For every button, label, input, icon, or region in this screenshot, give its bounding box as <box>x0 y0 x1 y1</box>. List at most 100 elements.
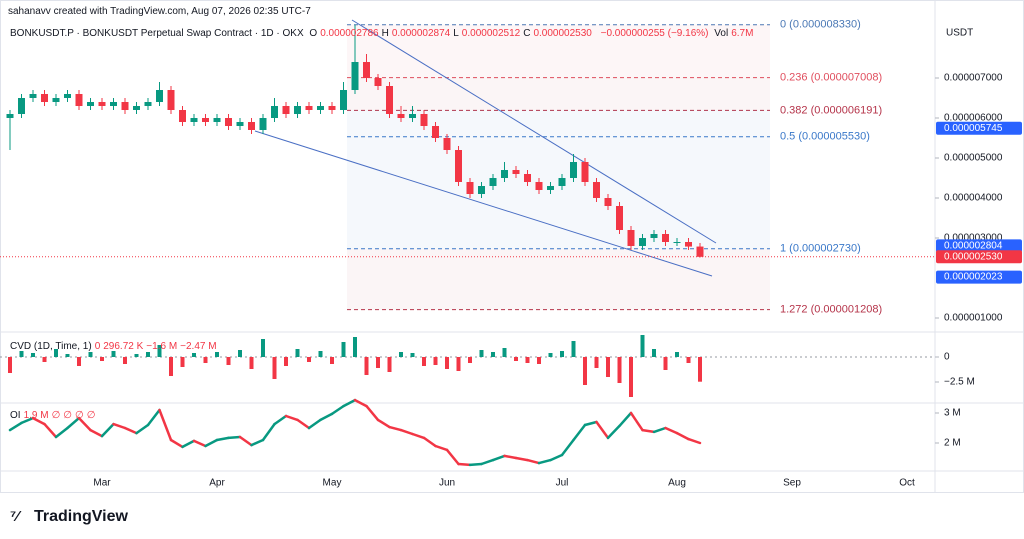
candle-body <box>305 106 313 110</box>
oi-segment <box>89 428 104 438</box>
candle-body <box>673 242 681 243</box>
candle-body <box>639 238 646 246</box>
cvd-bar <box>652 349 656 357</box>
candle-body <box>593 182 600 198</box>
cvd-bar <box>422 357 426 366</box>
oi-segment <box>606 424 621 440</box>
oi-segment <box>330 404 345 416</box>
cvd-bar <box>606 357 610 377</box>
ohlc-value: 0.000002874 <box>391 28 451 39</box>
cvd-values: 0 296.72 K −1.6 M −2.47 M <box>95 341 220 352</box>
ohlc-value: 0.000002530 <box>533 28 592 39</box>
oi-segment <box>66 416 81 430</box>
candle-body <box>340 90 347 110</box>
cvd-bar <box>353 337 357 357</box>
fib-zone <box>347 77 770 111</box>
fib-label: 1.272 (0.000001208) <box>780 304 882 316</box>
legend-value: ∅ <box>86 410 96 421</box>
candle-body <box>524 174 531 182</box>
cvd-bar <box>433 357 438 365</box>
cvd-bar <box>77 357 81 366</box>
cvd-bar <box>502 348 507 357</box>
oi-segment <box>31 416 46 426</box>
cvd-bar <box>525 357 530 363</box>
credit: sahanavv created with TradingView.com, A… <box>8 6 311 17</box>
candle-body <box>443 138 451 150</box>
candle-body <box>179 110 186 122</box>
oi-segment <box>238 435 253 447</box>
candle-body <box>466 182 474 194</box>
candle-body <box>351 62 359 90</box>
y-tick-label: 0.000001000 <box>944 313 1003 324</box>
oi-segment <box>77 416 92 432</box>
cvd-bar <box>341 342 346 357</box>
cvd-bar <box>157 345 162 357</box>
oi-segment <box>399 428 414 436</box>
cvd-bar <box>65 354 70 357</box>
candle-body <box>374 78 382 86</box>
x-tick-label: May <box>323 478 342 489</box>
oi-segment <box>100 422 115 438</box>
cvd-bar <box>399 352 403 357</box>
y-tick-label: 0.000004000 <box>944 193 1003 204</box>
candle-body <box>662 234 669 242</box>
candle-body <box>110 102 117 106</box>
cvd-bar <box>410 353 415 357</box>
cvd-bar <box>617 357 622 383</box>
cvd-bar <box>295 349 300 357</box>
candle-body <box>616 206 623 230</box>
candle-body <box>432 126 439 138</box>
oi-segment <box>583 420 598 427</box>
fib-zone <box>347 136 770 249</box>
cvd-bar <box>146 352 150 357</box>
oi-segment <box>526 458 541 465</box>
oi-segment <box>365 404 380 422</box>
oi-segment <box>503 454 518 460</box>
oi-segment <box>112 422 127 430</box>
candle-body <box>397 114 405 118</box>
cvd-bar <box>203 357 208 363</box>
x-tick-label: Jun <box>439 478 455 489</box>
candle-body <box>202 118 209 122</box>
x-tick-label: Apr <box>209 478 225 489</box>
ohlc: O 0.000002786 H 0.000002874 L 0.000002512 C 0.0… <box>309 28 594 39</box>
price-badge <box>936 250 1022 264</box>
trendline <box>254 130 713 277</box>
legend-value: ∅ <box>75 410 84 421</box>
fib-label: 0.5 (0.000005530) <box>780 131 870 143</box>
candle-body <box>558 178 566 186</box>
oi-segment <box>192 439 207 448</box>
oi-segment <box>675 431 690 441</box>
candle-body <box>535 182 543 190</box>
fib-label: 1 (0.000002730) <box>780 243 861 255</box>
candle-body <box>167 90 175 110</box>
oi-segment <box>158 408 173 442</box>
candle-body <box>489 178 497 186</box>
oi-segment <box>468 462 483 467</box>
candle-body <box>259 118 267 130</box>
cvd-bar <box>192 353 196 357</box>
y-tick-label: 0.000006000 <box>944 113 1003 124</box>
cvd-bar <box>629 357 633 397</box>
ohlc-key: L <box>453 28 459 39</box>
cvd-bar <box>169 357 173 376</box>
oi-segment <box>376 418 391 429</box>
oi-segment <box>8 421 23 432</box>
oi-segment <box>54 426 69 439</box>
candle-body <box>570 162 577 178</box>
candle-body <box>52 98 60 102</box>
cvd-bar <box>111 351 116 357</box>
candle-body <box>696 246 704 257</box>
legend-value: 1.9 M <box>23 410 49 421</box>
y-tick-label: 2 M <box>944 438 961 449</box>
legend-value: 0 <box>94 341 101 352</box>
legend-value: 296.72 K <box>103 341 144 352</box>
y-tick-label: 3 M <box>944 408 961 419</box>
cvd-bar <box>31 353 35 357</box>
oi-segment <box>123 426 138 435</box>
candle-body <box>282 106 290 114</box>
cvd-bar <box>54 349 58 357</box>
fib-zone <box>347 24 770 78</box>
candle-body <box>512 170 520 174</box>
